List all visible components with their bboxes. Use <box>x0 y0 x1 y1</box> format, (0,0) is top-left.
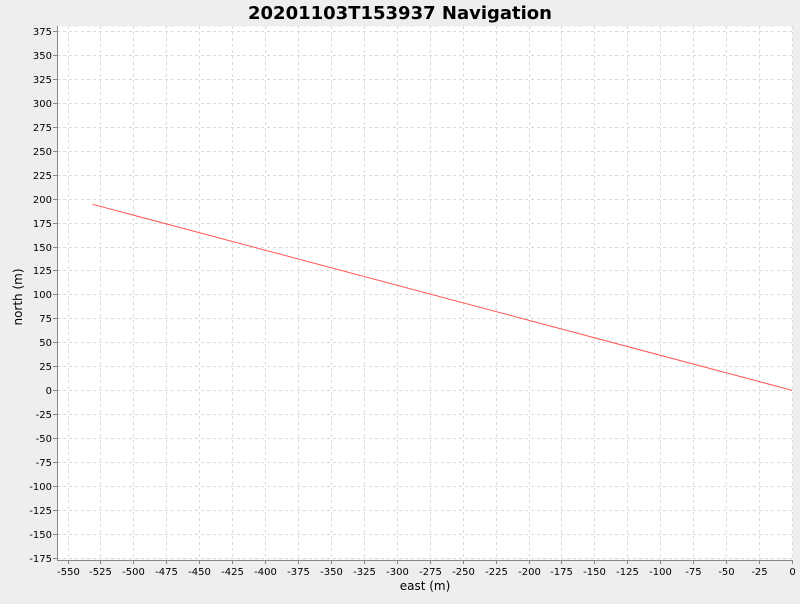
y-tick-label: 100 <box>33 290 52 301</box>
series-layer <box>92 203 793 391</box>
y-tick-label: -125 <box>29 506 52 517</box>
y-tick-label: -150 <box>29 530 52 541</box>
y-tick-label: 275 <box>33 123 52 134</box>
x-tick-label: -125 <box>616 567 639 578</box>
x-tick-label: -100 <box>649 567 672 578</box>
x-tick-label: -250 <box>452 567 475 578</box>
x-tick-label: -300 <box>386 567 409 578</box>
x-tick-label: -525 <box>89 567 112 578</box>
x-tick-label: -400 <box>254 567 277 578</box>
y-tick-label: 375 <box>33 27 52 38</box>
y-tick-label: 0 <box>46 386 52 397</box>
x-tick-label: -50 <box>718 567 734 578</box>
x-tick-label: -25 <box>751 567 767 578</box>
y-tick-label: 325 <box>33 75 52 86</box>
chart-title: 20201103T153937 Navigation <box>248 3 552 24</box>
y-tick-label: 350 <box>33 51 52 62</box>
x-axis-label: east (m) <box>400 579 451 593</box>
y-tick-label: -100 <box>29 482 52 493</box>
x-tick-label: -500 <box>122 567 145 578</box>
y-tick-label: -50 <box>36 434 52 445</box>
x-tick-label: -325 <box>353 567 376 578</box>
axes: -550 -525 -500 -475 -450 -425 -400 -375 -350 -325… <box>29 26 796 578</box>
x-tick-label: -475 <box>155 567 178 578</box>
y-tick-label: 175 <box>33 219 52 230</box>
y-tick-label: 300 <box>33 99 52 110</box>
y-tick-label: 125 <box>33 266 52 277</box>
y-tick-label: 75 <box>39 314 52 325</box>
x-tick-label: -200 <box>518 567 541 578</box>
x-tick-label: -550 <box>57 567 80 578</box>
y-tick-label: 225 <box>33 171 52 182</box>
y-tick-label: 150 <box>33 243 52 254</box>
y-tick-label: -25 <box>36 410 52 421</box>
y-tick-label: 250 <box>33 147 52 158</box>
x-tick-label: -175 <box>550 567 573 578</box>
x-tick-label: -275 <box>419 567 442 578</box>
x-tick-label: 0 <box>789 567 795 578</box>
x-tick-label: -225 <box>485 567 508 578</box>
y-tick-label: -175 <box>29 554 52 565</box>
grid <box>57 26 793 560</box>
y-tick-label: 25 <box>39 362 52 373</box>
x-tick-label: -375 <box>287 567 310 578</box>
x-tick-label: -425 <box>221 567 244 578</box>
x-tick-label: -75 <box>685 567 701 578</box>
x-tick-label: -150 <box>583 567 606 578</box>
y-axis-label: north (m) <box>11 268 25 325</box>
y-tick-label: -75 <box>36 458 52 469</box>
y-tick-label: 200 <box>33 195 52 206</box>
x-tick-label: -450 <box>188 567 211 578</box>
x-tick-label: -350 <box>320 567 343 578</box>
navigation-track-line <box>92 203 793 391</box>
y-tick-label: 50 <box>39 338 52 349</box>
